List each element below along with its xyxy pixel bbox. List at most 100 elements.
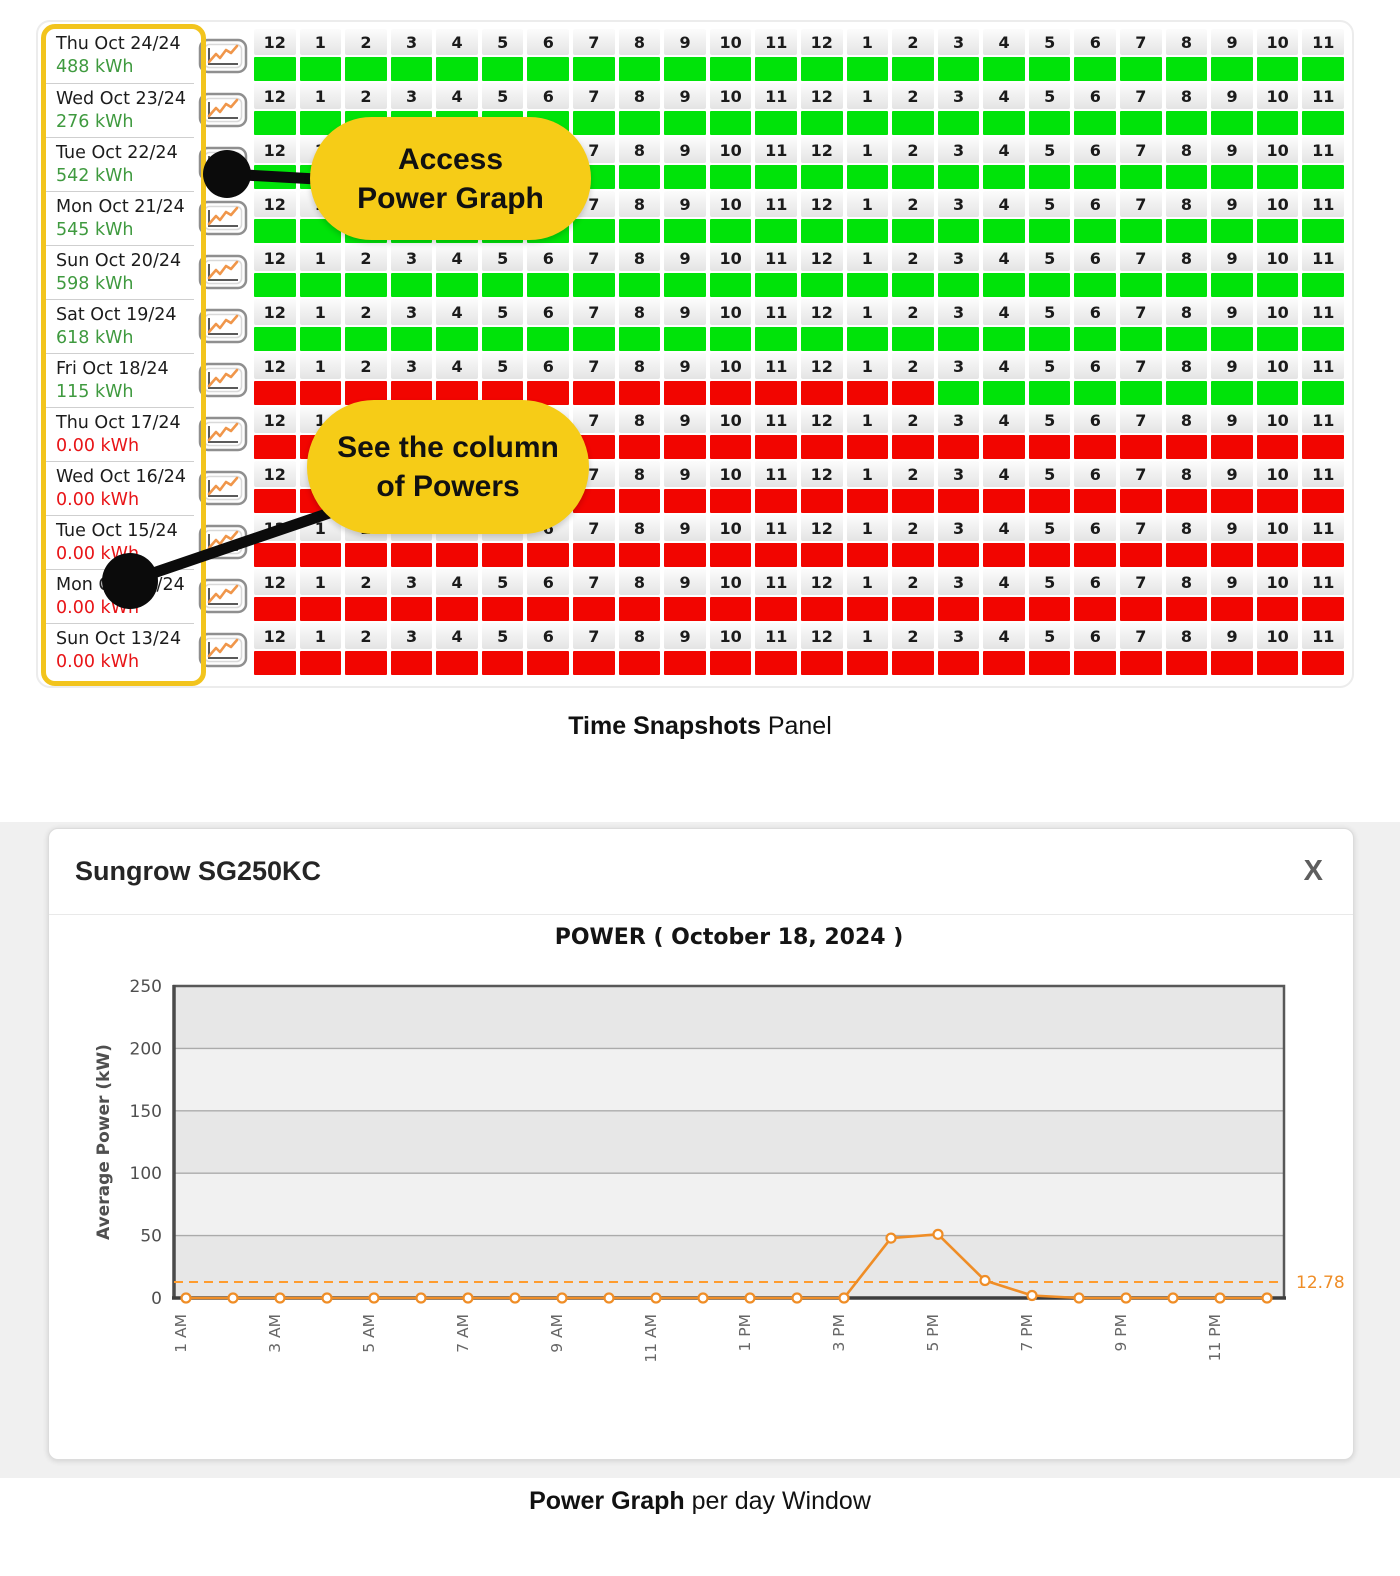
hour-status-cell	[892, 651, 934, 675]
hour-label: 1	[846, 407, 889, 433]
hour-label: 2	[892, 515, 934, 541]
hour-label: 4	[983, 245, 1025, 271]
svg-text:POWER ( October 18, 2024 ): POWER ( October 18, 2024 )	[555, 925, 904, 950]
hour-status-cell	[1211, 435, 1253, 459]
access-power-graph-callout: Access Power Graph	[310, 117, 591, 240]
hour-status-cell	[1074, 57, 1117, 81]
open-power-graph-button[interactable]	[198, 523, 248, 561]
hour-status-cell	[254, 651, 296, 675]
hour-label: 9	[664, 353, 706, 379]
hour-status-cell	[436, 273, 478, 297]
open-power-graph-button[interactable]	[198, 37, 248, 75]
open-power-graph-button[interactable]	[198, 145, 248, 183]
hour-label: 2	[892, 623, 934, 649]
open-power-graph-button[interactable]	[198, 469, 248, 507]
hour-status-cell	[664, 381, 706, 405]
hour-label: 3	[937, 623, 980, 649]
hour-status-cell	[1256, 489, 1299, 513]
hour-label: 5	[481, 29, 524, 55]
hour-status-cell	[254, 543, 296, 567]
hour-status-cell	[755, 219, 797, 243]
hour-label: 9	[664, 83, 706, 109]
hour-status-cell	[1120, 273, 1162, 297]
hour-label: 1	[846, 245, 889, 271]
hour-status-cell	[846, 435, 889, 459]
hour-label: 8	[618, 245, 661, 271]
hour-label: 1	[846, 623, 889, 649]
hour-status-cell	[755, 111, 797, 135]
hour-label: 5	[481, 245, 524, 271]
hour-status-cell	[755, 273, 797, 297]
open-power-graph-button[interactable]	[198, 91, 248, 129]
hour-status-cell	[1211, 597, 1253, 621]
callout-text-line2: of Powers	[376, 470, 520, 503]
hour-label: 11	[755, 569, 797, 595]
hour-status-cell	[1028, 111, 1071, 135]
hour-status-cell	[390, 597, 433, 621]
hour-label: 11	[1302, 83, 1344, 109]
hour-label: 11	[1302, 407, 1344, 433]
hour-status-cell	[1256, 273, 1299, 297]
hour-status-cell	[846, 327, 889, 351]
open-power-graph-button[interactable]	[198, 577, 248, 615]
hour-label: 3	[937, 461, 980, 487]
hour-status-cell	[1028, 597, 1071, 621]
callout-text-line1: Access	[397, 142, 504, 176]
table-row: Wed Oct 16/24 0.00 kWh 12123456789101112…	[46, 461, 1344, 515]
close-button[interactable]: X	[1300, 855, 1327, 888]
hour-label: 3	[937, 353, 980, 379]
hour-label: 7	[1120, 515, 1162, 541]
hour-status-cell	[1211, 273, 1253, 297]
hour-status-cell	[1302, 219, 1344, 243]
day-summary-cell: Tue Oct 15/24 0.00 kWh	[46, 515, 194, 569]
hour-label: 11	[755, 191, 797, 217]
open-power-graph-button[interactable]	[198, 631, 248, 669]
hour-status-cell	[664, 219, 706, 243]
hour-label: 7	[1120, 191, 1162, 217]
hour-label: 12	[800, 515, 843, 541]
hour-label: 3	[390, 29, 433, 55]
open-power-graph-button[interactable]	[198, 307, 248, 345]
see-column-of-powers-callout: See the column of Powers	[307, 400, 589, 534]
hour-label: 10	[709, 29, 752, 55]
hour-status-cell	[573, 381, 615, 405]
window-caption-rest: per day Window	[684, 1487, 871, 1515]
hour-label: 5	[1028, 137, 1071, 163]
svg-text:1 PM: 1 PM	[736, 1314, 754, 1352]
open-power-graph-button[interactable]	[198, 415, 248, 453]
day-summary-cell: Tue Oct 22/24 542 kWh	[46, 137, 194, 191]
open-power-graph-button[interactable]	[198, 253, 248, 291]
hour-status-cell	[937, 543, 980, 567]
hour-status-cell	[1074, 111, 1117, 135]
hour-status-cell	[1211, 165, 1253, 189]
hour-label: 4	[436, 83, 478, 109]
hour-label: 5	[1028, 191, 1071, 217]
table-row: Fri Oct 18/24 115 kWh 12 1 2 3 4 5 6 7 8 9 10 11 12 1…	[46, 353, 1344, 407]
hour-status-cell	[664, 435, 706, 459]
hour-status-cell	[664, 327, 706, 351]
hour-status-cell	[527, 327, 570, 351]
hour-status-cell	[892, 489, 934, 513]
hour-label: 3	[937, 515, 980, 541]
open-power-graph-button[interactable]	[198, 361, 248, 399]
hour-label: 1	[846, 569, 889, 595]
hour-status-cell	[983, 327, 1025, 351]
hour-label: 2	[892, 407, 934, 433]
hour-status-cell	[299, 381, 342, 405]
hour-label: 5	[1028, 461, 1071, 487]
hour-label: 12	[254, 623, 296, 649]
hour-status-cell	[254, 111, 296, 135]
svg-text:150: 150	[130, 1102, 162, 1122]
hour-label: 12	[800, 29, 843, 55]
day-label: Thu Oct 24/24	[56, 34, 181, 54]
hour-status-cell	[1120, 543, 1162, 567]
hour-status-cell	[618, 489, 661, 513]
hour-status-cell	[937, 111, 980, 135]
open-power-graph-button[interactable]	[198, 199, 248, 237]
hour-status-cell	[800, 327, 843, 351]
hour-status-cell	[892, 597, 934, 621]
hour-status-cell	[1028, 489, 1071, 513]
hour-label: 11	[1302, 569, 1344, 595]
